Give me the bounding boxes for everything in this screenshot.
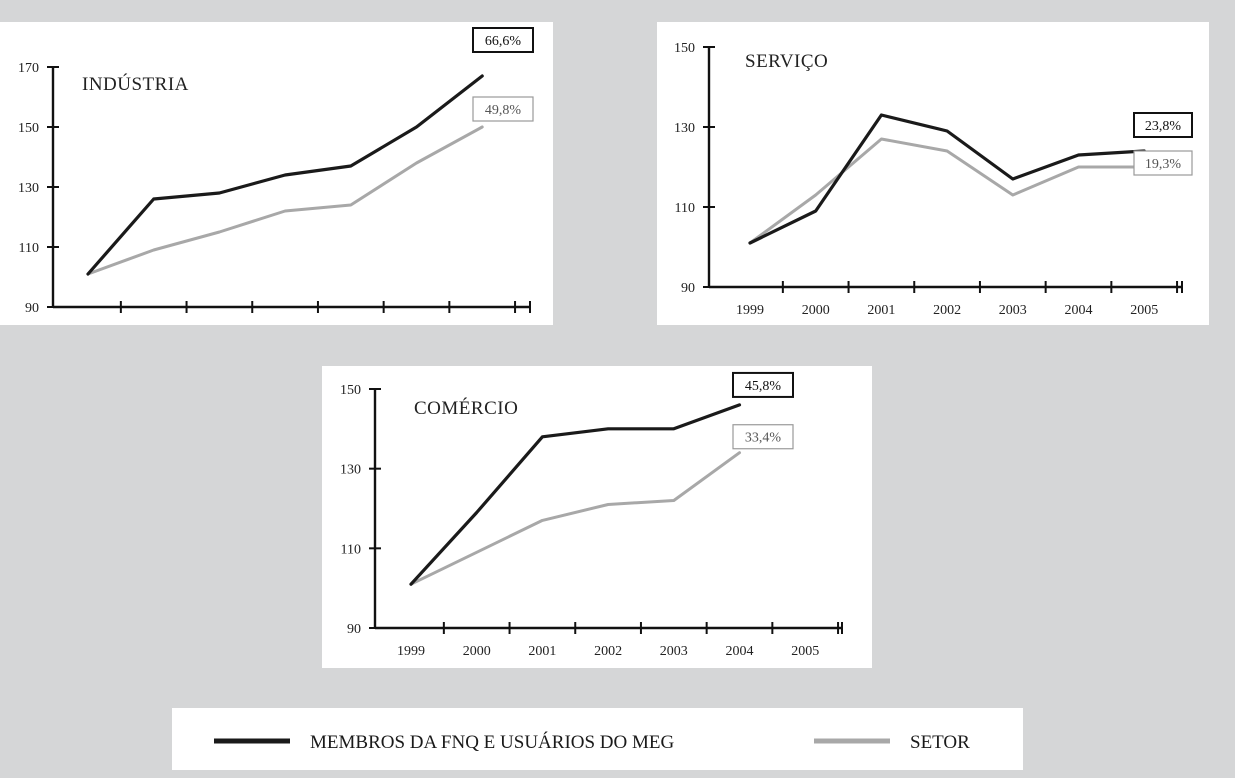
industria-y-tick-label: 130 bbox=[18, 181, 39, 196]
chart-comercio: 90 110 130 150 1999 2000 2001 2002 2003 2004 2005 C… bbox=[322, 366, 872, 668]
servico-series-setor-line bbox=[748, 137, 1146, 245]
servico-series-membros-line bbox=[748, 113, 1146, 245]
industria-annotation-label: 49,8% bbox=[485, 103, 522, 118]
servico-annotation-box bbox=[1133, 112, 1193, 138]
industria-x-tick-label: 2004 bbox=[403, 323, 431, 325]
servico-x-tick-label: 2002 bbox=[933, 303, 961, 318]
industria-y-tick-label: 170 bbox=[18, 61, 39, 76]
comercio-annotation-box bbox=[732, 371, 794, 398]
industria-y-tick-label: 90 bbox=[25, 301, 39, 316]
industria-x-tick-label: 2003 bbox=[337, 323, 365, 325]
legend-label-setor: SETOR bbox=[910, 732, 970, 753]
comercio-x-tick-label: 2002 bbox=[594, 644, 622, 659]
servico-y-tick-label: 130 bbox=[674, 121, 695, 136]
comercio-series-membros-line bbox=[409, 403, 742, 586]
comercio-x-tick-label: 1999 bbox=[397, 644, 425, 659]
comercio-annotation-label: 45,8% bbox=[745, 379, 782, 394]
industria-x-tick-label: 2002 bbox=[271, 323, 299, 325]
legend: MEMBROS DA FNQ E USUÁRIOS DO MEG SETOR bbox=[172, 708, 1023, 770]
servico-annotation-box bbox=[1133, 150, 1193, 176]
industria-series-membros-line bbox=[86, 74, 484, 276]
servico-annotation-label: 19,3% bbox=[1145, 157, 1182, 172]
comercio-y-tick-label: 110 bbox=[341, 542, 361, 557]
comercio-x-tick-label: 2003 bbox=[660, 644, 688, 659]
industria-x-tick-label: 2000 bbox=[140, 323, 168, 325]
chart-comercio-svg: 90 110 130 150 1999 2000 2001 2002 2003 2004 2005 C… bbox=[340, 371, 843, 659]
servico-x-tick-label: 2004 bbox=[1065, 303, 1093, 318]
servico-x-tick-label: 2001 bbox=[867, 303, 895, 318]
servico-x-tick-label: 2005 bbox=[1130, 303, 1158, 318]
chart-industria: 90 110 130 150 170 1999 2000 2001 2002 2003 2004 20… bbox=[0, 22, 553, 325]
industria-title: INDÚSTRIA bbox=[82, 73, 189, 95]
comercio-x-tick-label: 2001 bbox=[528, 644, 556, 659]
servico-x-tick-label: 2003 bbox=[999, 303, 1027, 318]
comercio-series-setor-line bbox=[409, 451, 741, 586]
servico-y-tick-label: 90 bbox=[681, 281, 695, 296]
servico-title: SERVIÇO bbox=[745, 51, 828, 72]
comercio-y-tick-label: 150 bbox=[340, 383, 361, 398]
servico-x-tick-label: 2000 bbox=[802, 303, 830, 318]
chart-industria-svg: 90 110 130 150 170 1999 2000 2001 2002 2003 2004 20… bbox=[18, 27, 534, 325]
industria-series-setor-line bbox=[86, 125, 484, 276]
comercio-annotation-box bbox=[732, 424, 794, 450]
industria-y-tick-label: 150 bbox=[18, 121, 39, 136]
industria-x-tick-label: 1999 bbox=[74, 323, 102, 325]
comercio-x-tick-label: 2005 bbox=[791, 644, 819, 659]
servico-annotation-label: 23,8% bbox=[1145, 119, 1182, 134]
chart-servico-svg: 90 110 130 150 1999 2000 2001 2002 2003 2004 2005 S… bbox=[674, 41, 1193, 318]
legend-label-membros: MEMBROS DA FNQ E USUÁRIOS DO MEG bbox=[310, 731, 674, 753]
industria-x-tick-label: 2005 bbox=[468, 323, 496, 325]
industria-y-tick-label: 110 bbox=[19, 241, 39, 256]
servico-y-tick-label: 110 bbox=[675, 201, 695, 216]
legend-svg: MEMBROS DA FNQ E USUÁRIOS DO MEG SETOR bbox=[214, 731, 970, 753]
servico-y-tick-label: 150 bbox=[674, 41, 695, 56]
comercio-annotation-label: 33,4% bbox=[745, 431, 782, 446]
industria-annotation-label: 66,6% bbox=[485, 34, 522, 49]
comercio-y-tick-label: 90 bbox=[347, 622, 361, 637]
industria-x-tick-label: 2001 bbox=[205, 323, 233, 325]
comercio-x-tick-label: 2004 bbox=[726, 644, 754, 659]
industria-annotation-box bbox=[472, 96, 534, 122]
chart-servico: 90 110 130 150 1999 2000 2001 2002 2003 2004 2005 S… bbox=[657, 22, 1209, 325]
comercio-title: COMÉRCIO bbox=[414, 397, 518, 419]
industria-annotation-box bbox=[472, 27, 534, 53]
comercio-y-tick-label: 130 bbox=[340, 463, 361, 478]
servico-x-tick-label: 1999 bbox=[736, 303, 764, 318]
comercio-x-tick-label: 2000 bbox=[463, 644, 491, 659]
